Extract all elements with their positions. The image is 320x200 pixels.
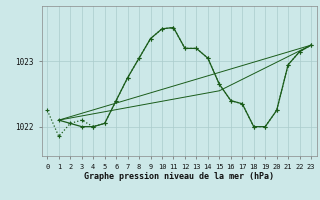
X-axis label: Graphe pression niveau de la mer (hPa): Graphe pression niveau de la mer (hPa)	[84, 172, 274, 181]
